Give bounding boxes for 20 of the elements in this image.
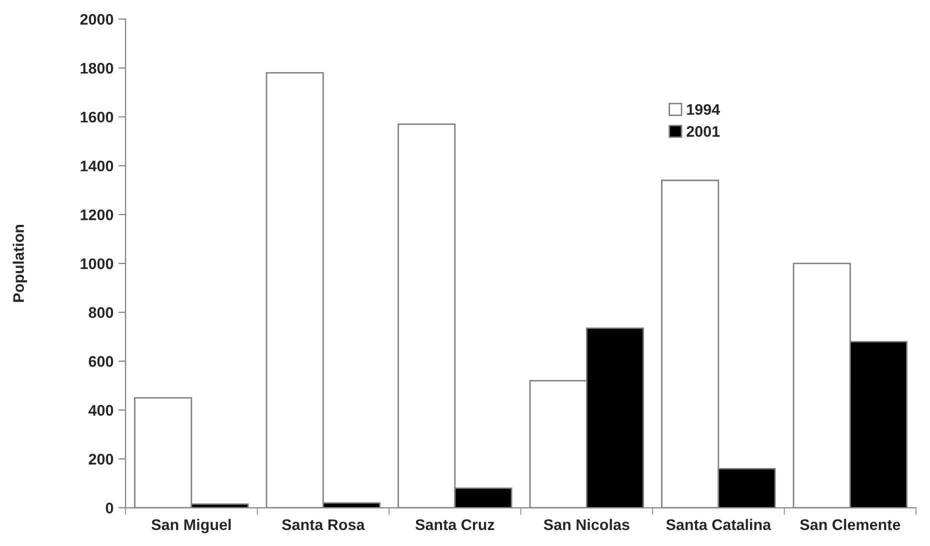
- y-tick-label: 600: [88, 356, 114, 367]
- y-tick-label: 1600: [80, 112, 114, 123]
- legend-label: 2001: [686, 126, 720, 137]
- x-tick-label: Santa Catalina: [666, 518, 772, 530]
- y-tick-label: 2000: [80, 14, 114, 25]
- y-tick-label: 800: [88, 307, 114, 318]
- x-tick-label: San Miguel: [152, 518, 231, 534]
- x-tick-label: Santa Cruz: [415, 519, 494, 530]
- x-tick-label: San Nicolas: [544, 518, 630, 530]
- y-tick-label: 1800: [80, 62, 114, 74]
- legend-label: 1994: [687, 104, 720, 115]
- y-tick-label: 200: [88, 454, 114, 465]
- y-axis-title: Population: [12, 224, 27, 302]
- y-tick-label: 1000: [80, 258, 114, 270]
- y-tick-label: 1200: [80, 209, 114, 220]
- y-tick-label: 1400: [80, 160, 114, 172]
- x-tick-label: Santa Rosa: [282, 519, 365, 530]
- y-tick-label: 400: [88, 404, 114, 416]
- x-tick-label: San Clemente: [800, 518, 900, 530]
- y-tick-label: 0: [106, 502, 114, 514]
